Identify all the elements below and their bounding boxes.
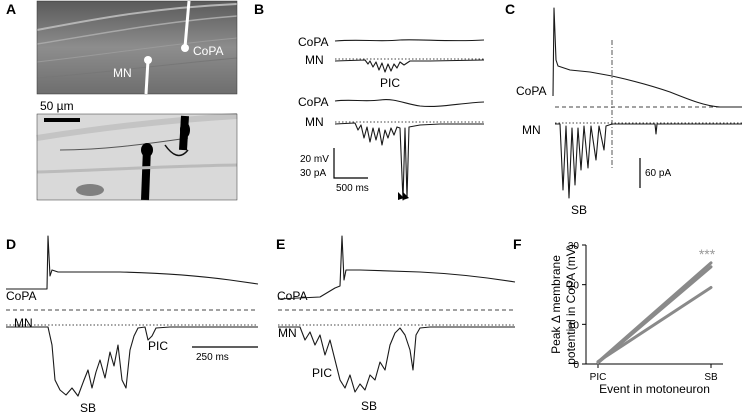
y-tick-label: 0 <box>573 360 579 371</box>
panel-b-copa1-label: CoPA <box>298 35 328 49</box>
panel-b-pic-label: PIC <box>380 76 400 90</box>
panel-e-sb-label: SB <box>361 399 377 413</box>
dic-image: CoPA MN <box>36 0 238 95</box>
panel-c-mn-label: MN <box>522 123 541 137</box>
panel-b-mn1-label: MN <box>305 53 324 67</box>
panel-c-mn-trace <box>555 123 742 199</box>
panel-d-mn-trace <box>6 326 258 397</box>
x-tick-label: PIC <box>590 372 607 383</box>
y-tick-label: 20 <box>568 281 580 292</box>
x-axis-label: Event in motoneuron <box>599 382 710 396</box>
panel-e-label: E <box>276 236 285 252</box>
panel-b-mn1-trace <box>334 59 485 73</box>
panel-b-scale-ms: 500 ms <box>336 183 369 194</box>
significance-marker: *** <box>699 246 716 262</box>
y-tick-label: 30 <box>568 241 580 252</box>
panel-d: D CoPA MN PIC SB 250 ms <box>6 235 259 413</box>
y-axis-label-line-2: potential in CoPA (mV) <box>564 244 578 365</box>
panel-d-scale-ms: 250 ms <box>196 352 229 363</box>
fluorescence-image <box>36 113 238 201</box>
y-tick-label: 10 <box>568 320 580 331</box>
panel-b-scale-bar <box>333 148 368 179</box>
y-axis-label-line-1: Peak Δ membrane <box>549 255 563 354</box>
panel-e-copa-label: CoPA <box>277 289 307 303</box>
panel-e-copa-trace <box>277 235 516 300</box>
panel-d-mn-label: MN <box>14 316 33 330</box>
mn-electrode <box>144 59 150 95</box>
panel-a-copa-label: CoPA <box>193 44 223 58</box>
panel-d-copa-trace <box>6 235 259 290</box>
panel-c-label: C <box>505 1 515 17</box>
panel-b-arrowhead-2-icon <box>403 192 409 200</box>
series-line-3 <box>596 285 713 364</box>
panel-c-sb-label: SB <box>571 203 587 217</box>
copa-electrode <box>183 0 191 48</box>
panel-e-mn-label: MN <box>278 326 297 340</box>
panel-a-label: A <box>6 1 16 17</box>
panel-c-copa-label: CoPA <box>516 84 546 98</box>
panel-b-scale-pa: 30 pA <box>300 168 326 179</box>
panel-d-copa-label: CoPA <box>6 289 36 303</box>
panel-b-copa2-trace <box>334 99 485 107</box>
panel-d-label: D <box>6 236 16 252</box>
panel-e-mn-trace <box>278 326 515 393</box>
series-line-2 <box>596 265 713 365</box>
panel-b-arrowhead-1-icon <box>398 192 404 200</box>
panel-b-label: B <box>254 1 264 17</box>
panel-a: A CoPA MN 50 µm <box>6 0 238 201</box>
panel-a-mn-label: MN <box>113 66 132 80</box>
panel-f-label: F <box>513 236 522 252</box>
panel-d-sb-label: SB <box>80 401 96 413</box>
panel-c-scale-pa: 60 pA <box>645 168 671 179</box>
panel-e: E CoPA MN PIC SB <box>276 235 516 413</box>
panel-d-pic-label: PIC <box>148 339 168 353</box>
x-tick-label: SB <box>704 372 718 383</box>
panel-a-scale-label: 50 µm <box>40 99 74 113</box>
panel-b-mn2-trace <box>334 122 484 201</box>
panel-b-copa1-trace <box>334 39 485 42</box>
panel-c-copa-trace <box>552 7 742 108</box>
panel-b-scale-mv: 20 mV <box>300 154 329 165</box>
panel-b-mn2-label: MN <box>305 115 324 129</box>
panel-b: B CoPA MN PIC CoPA MN 20 mV 30 pA 500 ms <box>254 1 485 201</box>
panel-b-copa2-label: CoPA <box>298 95 328 109</box>
y-axis-label: Peak Δ membranepotential in CoPA (mV) <box>549 244 578 365</box>
panel-c: C CoPA MN SB 60 pA <box>505 1 742 217</box>
panel-e-pic-label: PIC <box>312 366 332 380</box>
